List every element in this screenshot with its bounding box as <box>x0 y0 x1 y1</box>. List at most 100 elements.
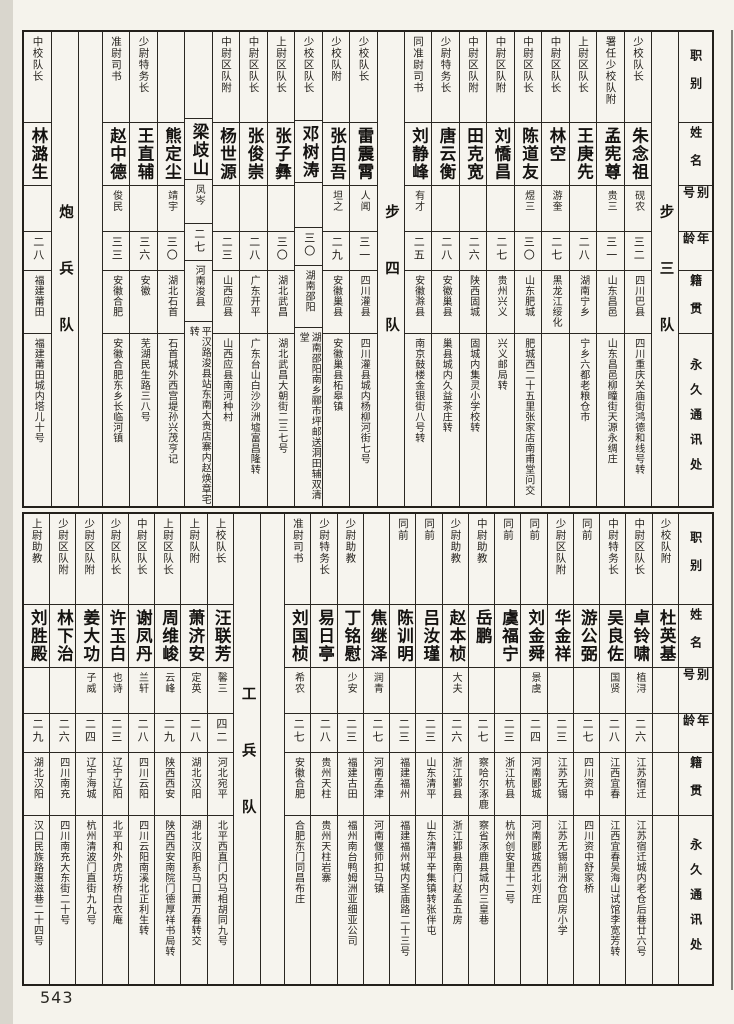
alias-cell: 人闻 <box>350 186 377 232</box>
person-column: 焦继泽 润青 二七 河南孟津 河南偃师扣马镇 <box>362 514 390 984</box>
alias-cell <box>416 668 442 714</box>
alias-cell <box>468 668 495 714</box>
address-cell-text: 山东昌邑柳疃街天源永绸庄 <box>605 338 617 464</box>
address-cell-text: 四川云阳南溪北正利生转 <box>136 820 148 936</box>
name-cell-text: 焦继泽 <box>368 609 387 663</box>
age-cell-text: 三〇 <box>302 231 315 258</box>
address-cell: 福州南台鸭姆洲亚细亚公司 <box>338 816 363 984</box>
alias-cell <box>50 668 76 714</box>
name-cell: 卓铃啸 <box>626 605 652 668</box>
native-place-cell: 湖北石首 <box>157 271 184 334</box>
age-cell-text: 二七 <box>192 227 205 254</box>
alias-cell-text: 俊民 <box>110 190 122 212</box>
alias-cell: 希农 <box>285 668 311 714</box>
person-column: 梁歧山 凤岑 二七 河南浚县 平汉路浚县站东南大贵店寨内赵焕章宅转 <box>184 32 212 506</box>
name-cell: 王庚先 <box>569 123 596 186</box>
age-cell: 二七 <box>542 232 569 271</box>
column-header-cell-text: 姓名 <box>688 608 703 664</box>
alias-cell: 游奎 <box>542 186 569 232</box>
person-column: 同前 刘金舜 景虞 二四 河南郾城 河南郾城西北刘庄 <box>520 514 547 984</box>
age-cell-text: 二八 <box>577 236 590 262</box>
native-place-cell: 湖南宁乡 <box>569 271 596 334</box>
age-cell: 二六 <box>459 232 486 271</box>
age-cell-text: 二八 <box>439 236 452 262</box>
name-cell-text: 陈道友 <box>519 127 538 181</box>
rank-cell-text: 中尉区队长 <box>135 518 148 576</box>
page-number: 543 <box>40 988 74 1007</box>
person-column: 中尉区队长 谢凤丹 兰轩 二八 四川云阳 四川云阳南溪北正利生转 <box>127 514 155 984</box>
age-cell-text: 三一 <box>604 236 617 262</box>
rank-cell-text: 少尉特务长 <box>439 36 452 94</box>
native-place-cell: 山东昌邑 <box>597 271 624 334</box>
age-cell: 二三 <box>390 714 416 753</box>
alias-cell <box>459 186 486 232</box>
age-cell-text: 三〇 <box>165 236 178 262</box>
native-place-cell: 浙江杭县 <box>495 753 521 816</box>
scan-edge-left <box>0 0 13 1024</box>
address-cell: 湖南邵阳南乡郦市坪邮送洞田辅双清堂 <box>295 328 322 506</box>
alias-cell <box>240 186 267 232</box>
address-cell-text: 陕西西安南院门德厚祥书局转 <box>162 820 174 957</box>
address-cell-text: 江苏宿迁城内老仓后巷廿六号 <box>634 820 646 957</box>
alias-cell-text: 煜三 <box>522 190 534 212</box>
address-cell-text: 四川资中舒家桥 <box>581 820 593 894</box>
person-column: 少尉区队附 林下治 二六 四川南充 四川南充大东街二十号 <box>49 514 76 984</box>
person-column: 同前 游公弼 二七 四川资中 四川资中舒家桥 <box>572 514 600 984</box>
alias-cell-text: 大夫 <box>450 672 462 694</box>
age-cell: 二八 <box>569 232 596 271</box>
address-cell-text: 福州南台鸭姆洲亚细亚公司 <box>345 820 357 946</box>
name-cell-text: 张白吾 <box>327 127 346 181</box>
name-cell: 岳鹏 <box>468 605 495 668</box>
address-cell: 陕西西安南院门德厚祥书局转 <box>155 816 180 984</box>
header-column: 职别 姓名 别号 年龄 籍贯 永久通讯处 <box>678 514 712 984</box>
name-cell: 林空 <box>542 123 569 186</box>
address-cell-text: 福建福州城内圣庙路二十三号 <box>397 820 409 957</box>
alias-cell-text: 凤岑 <box>193 183 205 206</box>
rank-cell-text: 少尉助教 <box>344 518 357 564</box>
rank-cell-text: 少校队附 <box>659 518 672 564</box>
squad-label-wrap: 步三队 <box>652 32 678 506</box>
address-cell-text: 察省涿鹿县城内三皇巷 <box>476 820 488 925</box>
alias-cell: 润青 <box>363 668 390 714</box>
age-cell: 二四 <box>76 714 102 753</box>
age-cell: 二九 <box>23 714 50 753</box>
age-cell: 二七 <box>185 224 212 262</box>
rank-cell: 少校队附 <box>322 32 349 123</box>
rank-cell-text: 同准尉司书 <box>411 36 424 94</box>
native-place-cell-text: 黑龙江绥化 <box>550 275 562 328</box>
rank-cell-text: 同前 <box>501 518 514 541</box>
alias-cell: 坦之 <box>322 186 349 232</box>
name-cell: 刘国桢 <box>285 605 311 668</box>
column-header-cell: 年龄 <box>679 714 712 753</box>
native-place-cell: 安徽巢县 <box>432 271 459 334</box>
name-cell-text: 林空 <box>546 127 565 163</box>
age-cell-text: 二七 <box>475 718 488 744</box>
address-cell <box>542 334 569 506</box>
age-cell-text: 二七 <box>549 236 562 262</box>
name-cell: 陈道友 <box>514 123 541 186</box>
alias-cell-text: 有才 <box>412 190 424 212</box>
name-cell-text: 张俊崇 <box>244 127 263 181</box>
alias-cell <box>547 668 573 714</box>
address-cell: 山西应县南河种村 <box>213 334 240 506</box>
address-cell-text: 汉口民族路惠滋巷二十四号 <box>31 820 43 946</box>
address-cell-text: 贵州天柱岩寨 <box>318 820 330 883</box>
address-cell-text: 肥城西二十五里张家店南甫堂问交 <box>522 338 534 496</box>
native-place-cell-text: 湖南邵阳 <box>303 269 315 312</box>
native-place-cell: 陕西西安 <box>155 753 181 816</box>
native-place-cell: 山东肥城 <box>514 271 541 334</box>
native-place-cell-text: 河北宛平 <box>215 757 227 799</box>
name-cell-text: 梁歧山 <box>189 123 208 178</box>
rank-cell <box>185 32 212 120</box>
alias-cell: 定英 <box>181 668 207 714</box>
age-cell: 二七 <box>468 714 495 753</box>
age-cell: 三二 <box>624 232 651 271</box>
alias-cell-text: 植浔 <box>634 672 645 694</box>
rank-cell: 少校队长 <box>350 32 377 123</box>
native-place-cell-text: 四川灌县 <box>358 275 370 317</box>
age-cell: 四二 <box>207 714 234 753</box>
address-cell: 安徽合肥东乡长临河镇 <box>103 334 130 506</box>
name-cell: 杜英基 <box>652 605 678 668</box>
person-column: 熊定尘 靖宇 三〇 湖北石首 石首城外西宫堤孙兴茂亨记 <box>156 32 184 506</box>
alias-cell-text: 兰轩 <box>136 672 148 694</box>
